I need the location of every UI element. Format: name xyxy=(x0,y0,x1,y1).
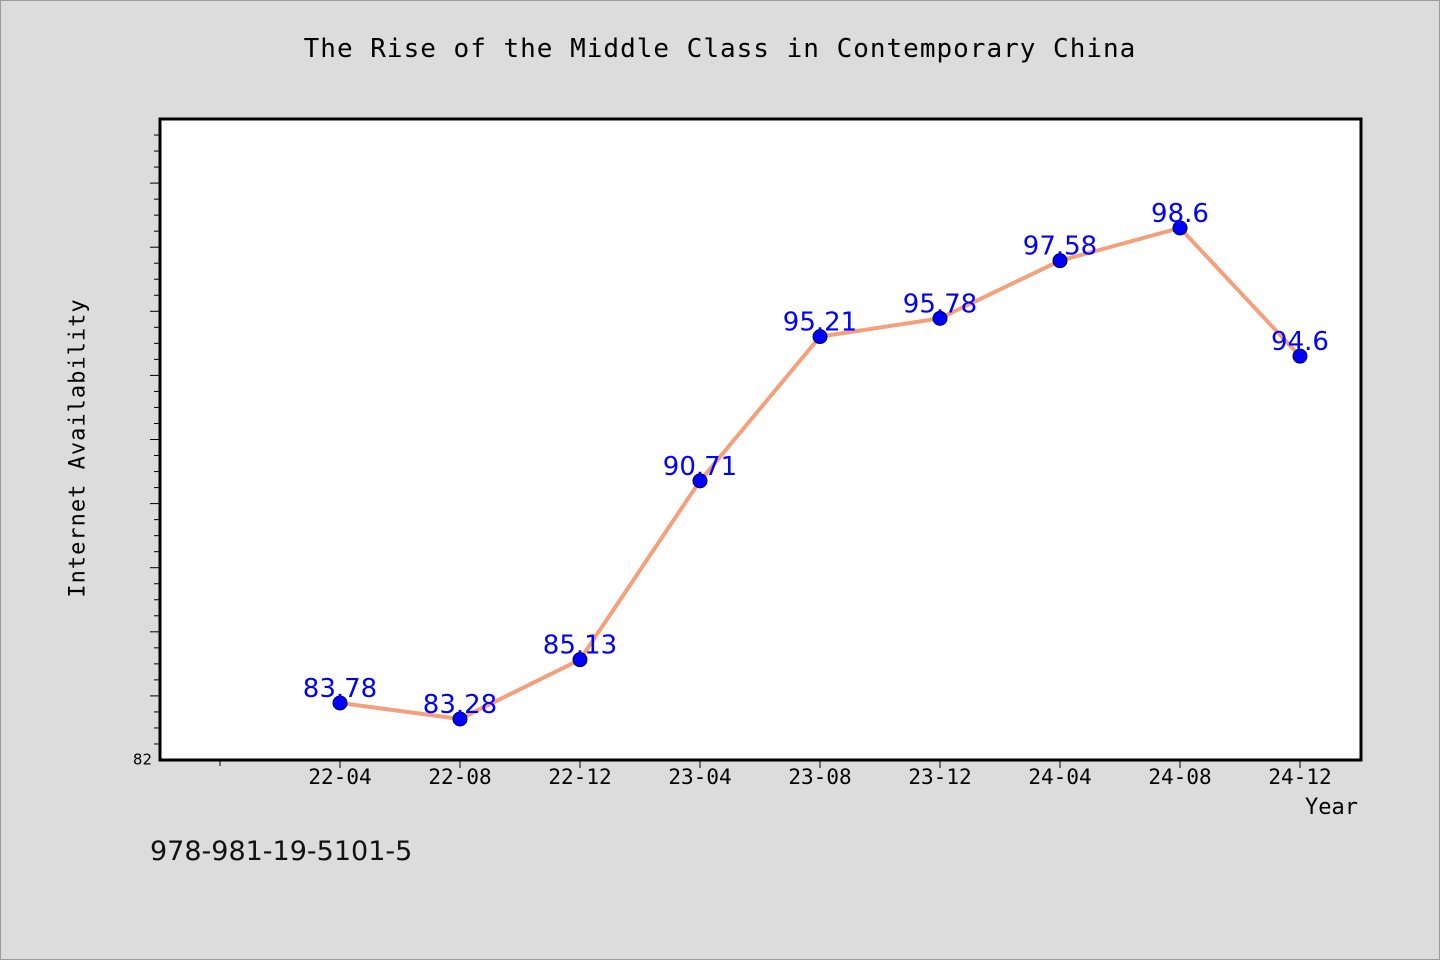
x-tick-label: 24-08 xyxy=(1148,765,1211,789)
data-point xyxy=(1292,348,1308,364)
chart-title: The Rise of the Middle Class in Contempo… xyxy=(303,34,1137,64)
data-label: 85.13 xyxy=(543,631,617,661)
data-label: 95.78 xyxy=(903,289,977,319)
data-label: 90.71 xyxy=(663,452,737,482)
data-point xyxy=(572,652,588,668)
data-point xyxy=(812,329,828,345)
data-point xyxy=(692,473,708,489)
x-tick-label: 22-12 xyxy=(548,765,611,789)
x-tick-label: 23-12 xyxy=(908,765,971,789)
data-label: 98.6 xyxy=(1151,199,1209,229)
x-axis-label: Year xyxy=(1305,795,1358,820)
data-label: 94.6 xyxy=(1271,327,1329,357)
y-axis-ticks: 82 xyxy=(133,134,160,769)
y-tick-label: 82 xyxy=(133,751,152,769)
data-point xyxy=(932,310,948,326)
data-point xyxy=(1172,220,1188,236)
data-label: 95.21 xyxy=(783,308,857,338)
x-tick-label: 23-04 xyxy=(668,765,731,789)
x-tick-label: 22-08 xyxy=(428,765,491,789)
data-point xyxy=(1052,253,1068,269)
data-point xyxy=(332,695,348,711)
data-label: 97.58 xyxy=(1023,232,1097,262)
data-label: 83.28 xyxy=(423,690,497,720)
x-tick-label: 24-12 xyxy=(1268,765,1331,789)
x-tick-label: 24-04 xyxy=(1028,765,1091,789)
plot-background xyxy=(158,117,1363,762)
data-point xyxy=(452,711,468,727)
data-labels: 83.78 83.28 85.13 90.71 95.21 95.78 97.58 98.6 9… xyxy=(303,199,1329,720)
series-markers xyxy=(332,220,1308,727)
x-tick-label: 23-08 xyxy=(788,765,851,789)
data-label: 83.78 xyxy=(303,674,377,704)
x-axis-ticks: 22-04 22-08 22-12 23-04 23-08 23-12 24-04 24-08… xyxy=(219,760,1332,789)
y-axis-label: Internet Availability xyxy=(65,298,91,598)
isbn-text: 978-981-19-5101-5 xyxy=(150,836,413,867)
x-tick-label: 22-04 xyxy=(308,765,371,789)
